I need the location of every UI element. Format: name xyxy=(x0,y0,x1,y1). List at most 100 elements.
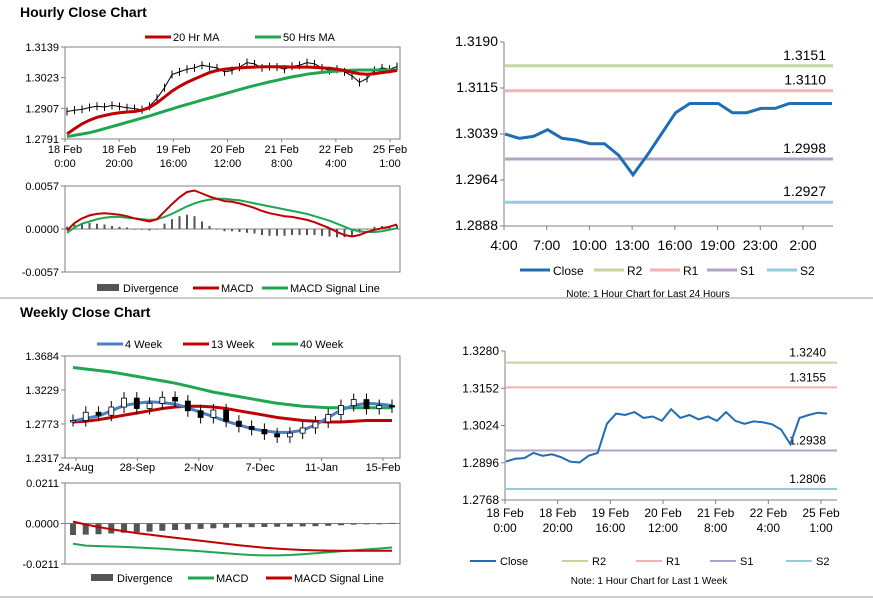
wp-candle-body xyxy=(299,427,306,434)
hm-divergence-bar xyxy=(396,225,398,229)
hp-xtick-label: 20:00 xyxy=(105,158,133,170)
hp-xtick-label: 0:00 xyxy=(54,158,75,170)
hm-divergence-bar xyxy=(66,226,68,229)
wp-w13-line xyxy=(72,404,392,424)
w1-xtick-label: 22 Feb xyxy=(750,506,788,520)
hm-divergence-bar xyxy=(178,216,181,229)
h24-legend-label: S2 xyxy=(800,264,815,278)
w1-legend-label: R2 xyxy=(592,556,606,568)
wp-legend-label: 40 Week xyxy=(300,339,344,351)
wm-divergence-bar xyxy=(184,523,191,530)
wp-candle-body xyxy=(376,405,383,409)
w1-close-line xyxy=(505,407,828,464)
hp-plot-frame xyxy=(64,46,401,140)
hm-divergence-bar xyxy=(336,229,338,238)
hm-divergence-bar xyxy=(171,219,173,229)
hp-xtick-label: 4:00 xyxy=(325,158,346,170)
h24-xtick-label: 2:00 xyxy=(789,237,816,253)
hm-ytick-label: 0.0057 xyxy=(25,181,59,193)
wp-candle-body xyxy=(312,421,319,429)
h24-legend-label: Close xyxy=(553,264,584,278)
hm-divergence-bar xyxy=(343,229,346,238)
wp-candle-body xyxy=(287,432,293,438)
hp-ytick-label: 1.2907 xyxy=(25,103,59,115)
hm-divergence-bar xyxy=(126,227,128,229)
w1-xtick-label: 8:00 xyxy=(704,521,728,535)
hp-xtick-label: 20 Feb xyxy=(210,144,244,156)
w1-level-s1-label: 1.2938 xyxy=(789,434,826,448)
hm-divergence-bar xyxy=(313,229,316,236)
wp-xtick-label: 28-Sep xyxy=(120,462,155,474)
wp-candle-body xyxy=(133,397,140,409)
hm-divergence-bar xyxy=(261,229,263,236)
wp-candle-body xyxy=(389,405,395,408)
hourly-24h-chart: 1.3190 1.3115 1.3039 1.2964 1.2888 1.3151 1.31… xyxy=(455,33,833,300)
w1-xtick-label: 18 Feb xyxy=(486,506,524,520)
hm-divergence-bar xyxy=(141,229,143,230)
wp-candle-body xyxy=(108,406,115,416)
hm-legend-swatch xyxy=(97,284,119,291)
hm-divergence-bar xyxy=(306,229,308,236)
hm-divergence-bar xyxy=(298,229,301,236)
wm-legend-label: MACD Signal Line xyxy=(294,573,384,585)
wm-divergence-bar xyxy=(337,523,344,526)
hp-xtick-label: 18 Feb xyxy=(102,144,136,156)
wp-candle-body xyxy=(121,397,127,408)
hp-xtick-label: 22 Feb xyxy=(319,144,353,156)
hm-divergence-bar xyxy=(328,229,331,237)
wp-ytick-label: 1.3229 xyxy=(25,385,59,397)
wp-candle-body xyxy=(350,399,357,406)
h24-xtick-label: 4:00 xyxy=(490,237,517,253)
w1-level-s2-label: 1.2806 xyxy=(789,472,826,486)
hm-divergence-bar xyxy=(111,225,113,229)
w1-xtick-label: 4:00 xyxy=(757,521,781,535)
hp-xtick-label: 1:00 xyxy=(379,158,400,170)
h24-close-line xyxy=(504,102,832,178)
h24-ytick-label: 1.3039 xyxy=(455,125,498,141)
wp-legend-label: 13 Week xyxy=(211,339,255,351)
wp-legend-label: 4 Week xyxy=(125,339,163,351)
hp-xtick-label: 8:00 xyxy=(271,158,292,170)
hm-divergence-bar xyxy=(81,223,83,229)
hm-divergence-bar xyxy=(163,223,166,229)
wm-divergence-bar xyxy=(223,523,230,528)
hm-divergence-bar xyxy=(223,229,226,232)
wm-divergence-bar xyxy=(133,523,140,533)
hp-ytick-label: 1.3139 xyxy=(25,42,59,54)
hp-ytick-label: 1.3023 xyxy=(25,73,59,85)
wp-w40-line xyxy=(72,366,392,410)
w1-xtick-label: 12:00 xyxy=(648,521,678,535)
w1-legend-label: S2 xyxy=(816,556,829,568)
hm-divergence-bar xyxy=(268,229,271,236)
hm-divergence-bar xyxy=(253,229,256,234)
wm-divergence-bar xyxy=(197,523,204,529)
hm-divergence-bar xyxy=(201,221,203,229)
w1-xtick-label: 21 Feb xyxy=(697,506,735,520)
wp-candle-body xyxy=(210,409,217,418)
wm-divergence-bar xyxy=(274,523,281,527)
wp-xtick-label: 24-Aug xyxy=(58,462,93,474)
wm-divergence-bar xyxy=(172,523,179,531)
wm-divergence-bar xyxy=(286,523,293,527)
w1-xtick-label: 18 Feb xyxy=(539,506,577,520)
wp-xtick-label: 15-Feb xyxy=(366,462,401,474)
w1-legend-label: Close xyxy=(500,556,528,568)
wp-xtick-label: 7-Dec xyxy=(246,462,276,474)
wp-candle-body xyxy=(172,396,178,402)
wp-candle-body xyxy=(146,402,153,409)
hm-divergence-bar xyxy=(193,216,196,229)
wm-divergence-bar xyxy=(389,522,395,524)
hourly-macd-chart: 0.0057 0.0000 -0.0057 Divergence MACD MACD Si… xyxy=(22,181,401,295)
wm-divergence-bar xyxy=(159,523,166,531)
h24-level-r2-label: 1.3151 xyxy=(783,47,826,63)
hm-divergence-bar xyxy=(216,229,218,230)
hm-divergence-bar xyxy=(148,229,151,231)
h24-legend-label: R1 xyxy=(683,264,699,278)
h24-ytick-label: 1.3115 xyxy=(456,79,498,95)
w1-note: Note: 1 Hour Chart for Last 1 Week xyxy=(571,576,729,587)
hp-xtick-label: 16:00 xyxy=(160,158,188,170)
h24-xtick-label: 23:00 xyxy=(743,237,778,253)
wp-candle-body xyxy=(338,405,344,415)
h24-xtick-label: 10:00 xyxy=(572,237,607,253)
